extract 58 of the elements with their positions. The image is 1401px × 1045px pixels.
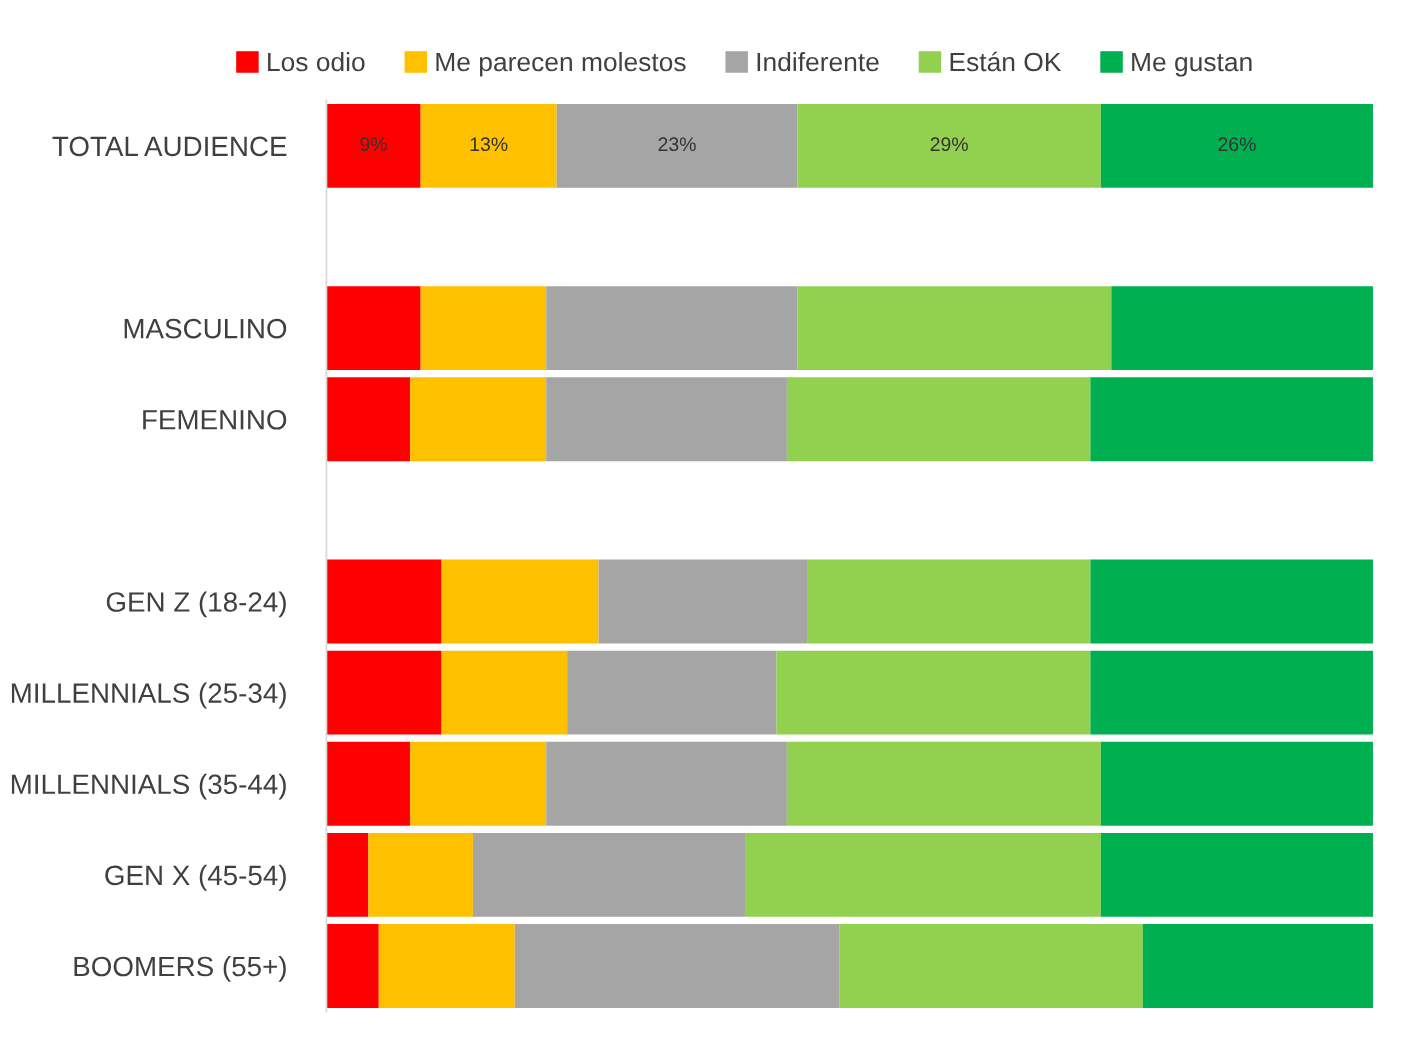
- data-label: 9%: [360, 137, 387, 152]
- legend-label: Me gustan: [1132, 52, 1252, 77]
- data-label: 13%: [470, 137, 508, 152]
- bar: [326, 103, 421, 188]
- bar: [598, 559, 808, 644]
- bar: [326, 650, 442, 735]
- y-tick-label: MILLENNIALS (25-34): [11, 682, 286, 709]
- bar: [326, 741, 411, 826]
- legend-label: Me parecen molestos: [436, 51, 686, 77]
- bar: [745, 832, 1101, 917]
- legend-label: Están OK: [950, 51, 1062, 72]
- bar: [1090, 559, 1373, 644]
- bar: [472, 832, 746, 917]
- bar: [786, 377, 1091, 462]
- bar: [1100, 832, 1373, 917]
- bar: [441, 650, 568, 735]
- bar: [786, 741, 1101, 826]
- data-label: 23%: [658, 137, 696, 152]
- bar: [514, 924, 840, 1008]
- bar: [797, 286, 1112, 371]
- legend-label: Indiferente: [757, 51, 879, 72]
- bar: [441, 559, 599, 644]
- bar: [546, 741, 787, 826]
- bar: [326, 377, 411, 462]
- bar: [326, 924, 379, 1008]
- bar: [1090, 377, 1373, 462]
- bar: [1100, 103, 1373, 188]
- bar: [420, 286, 547, 371]
- bar: [410, 741, 547, 826]
- data-label: 26%: [1218, 137, 1256, 152]
- y-tick-label: FEMENINO: [143, 409, 287, 430]
- bar: [1090, 650, 1373, 735]
- bar: [326, 559, 442, 644]
- bar: [776, 650, 1091, 735]
- bar: [368, 832, 473, 917]
- bar: [1142, 924, 1373, 1008]
- y-tick-label: MASCULINO: [124, 318, 287, 339]
- bar: [797, 103, 1101, 188]
- bar: [410, 377, 547, 462]
- bar: [556, 103, 798, 188]
- bar: [546, 286, 798, 371]
- data-label: 29%: [930, 137, 968, 152]
- bar: [567, 650, 777, 735]
- bar: [839, 924, 1143, 1008]
- bar: [546, 377, 787, 462]
- bar: [420, 103, 557, 188]
- bar: [1100, 741, 1373, 826]
- bar: [1111, 286, 1373, 371]
- bar: [326, 286, 421, 371]
- y-tick-label: BOOMERS (55+): [74, 955, 286, 982]
- bar: [378, 924, 515, 1008]
- bar: [807, 559, 1091, 644]
- y-tick-label: MILLENNIALS (35-44): [11, 773, 286, 800]
- y-tick-label: TOTAL AUDIENCE: [52, 136, 287, 157]
- y-tick-label: GEN X (45-54): [105, 864, 286, 891]
- y-tick-label: GEN Z (18-24): [106, 591, 286, 618]
- legend-label: Los odio: [268, 51, 365, 72]
- bar: [326, 832, 369, 917]
